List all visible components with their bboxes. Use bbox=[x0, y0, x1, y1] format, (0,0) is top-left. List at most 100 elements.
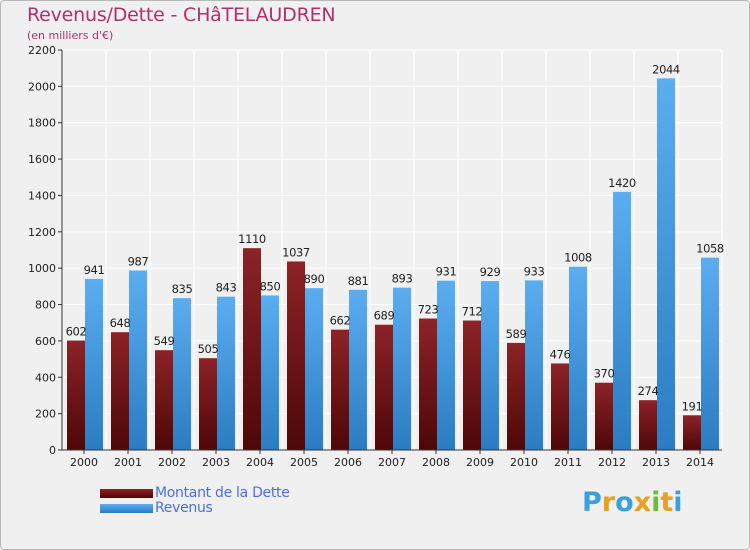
y-tick-label: 800 bbox=[35, 299, 56, 312]
bar-revenus bbox=[305, 288, 323, 450]
x-tick-label: 2004 bbox=[246, 456, 274, 469]
bar-debt bbox=[199, 358, 217, 450]
logo-letter: o bbox=[615, 487, 634, 518]
data-labels: 602 941 648 987 549 835 505 843 1110 850 1037 890 66… bbox=[66, 62, 725, 413]
bar-revenus bbox=[173, 298, 191, 450]
logo-letter: x bbox=[633, 487, 652, 518]
data-label-revenus: 835 bbox=[172, 282, 193, 296]
y-tick-label: 0 bbox=[49, 444, 56, 457]
x-tick-label: 2006 bbox=[334, 456, 362, 469]
y-tick-label: 1800 bbox=[28, 117, 56, 130]
bar-debt bbox=[639, 400, 657, 450]
proxiti-logo: Proxiti bbox=[582, 487, 683, 518]
data-label-revenus: 890 bbox=[304, 272, 325, 286]
data-label-revenus: 929 bbox=[480, 265, 501, 279]
data-label-debt: 1037 bbox=[282, 245, 310, 259]
bar-debt bbox=[111, 332, 129, 450]
y-tick-label: 600 bbox=[35, 335, 56, 348]
x-tick-label: 2013 bbox=[642, 456, 670, 469]
bar-debt bbox=[595, 382, 613, 450]
data-label-debt: 723 bbox=[418, 303, 439, 317]
data-label-debt: 602 bbox=[66, 325, 87, 339]
bar-revenus bbox=[437, 280, 455, 450]
data-label-debt: 1110 bbox=[238, 232, 266, 246]
data-label-revenus: 893 bbox=[392, 272, 413, 286]
bar-revenus bbox=[613, 191, 631, 450]
data-label-debt: 274 bbox=[638, 384, 659, 398]
logo-letter: i bbox=[673, 487, 683, 518]
logo-letter: r bbox=[601, 487, 616, 518]
bar-debt bbox=[287, 261, 305, 450]
axes: 0 200 400 600 800 1000 1200 1400 1600 1800 2000 220… bbox=[28, 44, 722, 469]
y-tick-label: 1400 bbox=[28, 189, 56, 202]
legend-swatch-debt bbox=[100, 489, 153, 498]
bar-debt bbox=[507, 342, 525, 450]
y-tick-label: 400 bbox=[35, 371, 56, 384]
data-label-debt: 370 bbox=[594, 367, 615, 381]
y-tick-label: 1000 bbox=[28, 262, 56, 275]
data-label-debt: 589 bbox=[506, 327, 527, 341]
bar-debt bbox=[243, 248, 261, 450]
legend-label-revenus: Revenus bbox=[155, 500, 213, 516]
legend-label-debt: Montant de la Dette bbox=[155, 485, 290, 501]
bar-debt bbox=[419, 318, 437, 450]
data-label-debt: 648 bbox=[110, 316, 131, 330]
x-tick-label: 2010 bbox=[510, 456, 538, 469]
y-tick-label: 200 bbox=[35, 408, 56, 421]
x-tick-label: 2011 bbox=[554, 456, 582, 469]
data-label-debt: 689 bbox=[374, 309, 395, 323]
data-label-revenus: 881 bbox=[348, 274, 369, 288]
bars bbox=[67, 78, 719, 450]
bar-revenus bbox=[525, 280, 543, 450]
x-tick-label: 2002 bbox=[158, 456, 186, 469]
chart-subtitle: (en milliers d'€) bbox=[27, 29, 114, 42]
bar-revenus bbox=[701, 257, 719, 450]
x-tick-label: 2008 bbox=[422, 456, 450, 469]
x-tick-label: 2001 bbox=[114, 456, 142, 469]
bar-revenus bbox=[85, 278, 103, 450]
data-label-revenus: 843 bbox=[216, 281, 237, 295]
y-tick-label: 1600 bbox=[28, 153, 56, 166]
bar-revenus bbox=[481, 281, 499, 450]
bar-revenus bbox=[349, 289, 367, 450]
x-tick-label: 2005 bbox=[290, 456, 318, 469]
x-tick-label: 2007 bbox=[378, 456, 406, 469]
logo-letter: P bbox=[582, 487, 602, 518]
x-tick-label: 2014 bbox=[686, 456, 714, 469]
bar-revenus bbox=[569, 266, 587, 450]
data-label-revenus: 987 bbox=[128, 255, 149, 269]
data-label-debt: 712 bbox=[462, 305, 483, 319]
data-label-revenus: 2044 bbox=[652, 62, 680, 76]
bar-debt bbox=[155, 350, 173, 450]
x-tick-label: 2012 bbox=[598, 456, 626, 469]
y-tick-label: 2000 bbox=[28, 80, 56, 93]
data-label-debt: 505 bbox=[198, 342, 219, 356]
y-tick-label: 2200 bbox=[28, 44, 56, 57]
chart-title: Revenus/Dette - CHâTELAUDREN bbox=[27, 4, 336, 26]
data-label-revenus: 1420 bbox=[608, 176, 636, 190]
x-tick-label: 2003 bbox=[202, 456, 230, 469]
logo-letter: t bbox=[660, 487, 674, 518]
data-label-revenus: 850 bbox=[260, 279, 281, 293]
bar-debt bbox=[375, 324, 393, 450]
bar-debt bbox=[683, 415, 701, 450]
legend-swatch-revenus bbox=[100, 504, 153, 513]
data-label-debt: 476 bbox=[550, 347, 571, 361]
x-tick-label: 2000 bbox=[70, 456, 98, 469]
data-label-revenus: 941 bbox=[84, 263, 105, 277]
data-label-revenus: 1008 bbox=[564, 251, 592, 265]
bar-revenus bbox=[261, 295, 279, 450]
data-label-debt: 662 bbox=[330, 314, 351, 328]
x-tick-label: 2009 bbox=[466, 456, 494, 469]
bar-debt bbox=[551, 363, 569, 450]
bar-revenus bbox=[393, 287, 411, 450]
data-label-debt: 549 bbox=[154, 334, 175, 348]
data-label-revenus: 933 bbox=[524, 264, 545, 278]
data-label-revenus: 1058 bbox=[696, 242, 724, 256]
bar-debt bbox=[331, 329, 349, 450]
bar-revenus bbox=[657, 78, 675, 450]
bar-revenus bbox=[129, 270, 147, 450]
y-tick-label: 1200 bbox=[28, 226, 56, 239]
logo-letter: i bbox=[651, 487, 661, 518]
